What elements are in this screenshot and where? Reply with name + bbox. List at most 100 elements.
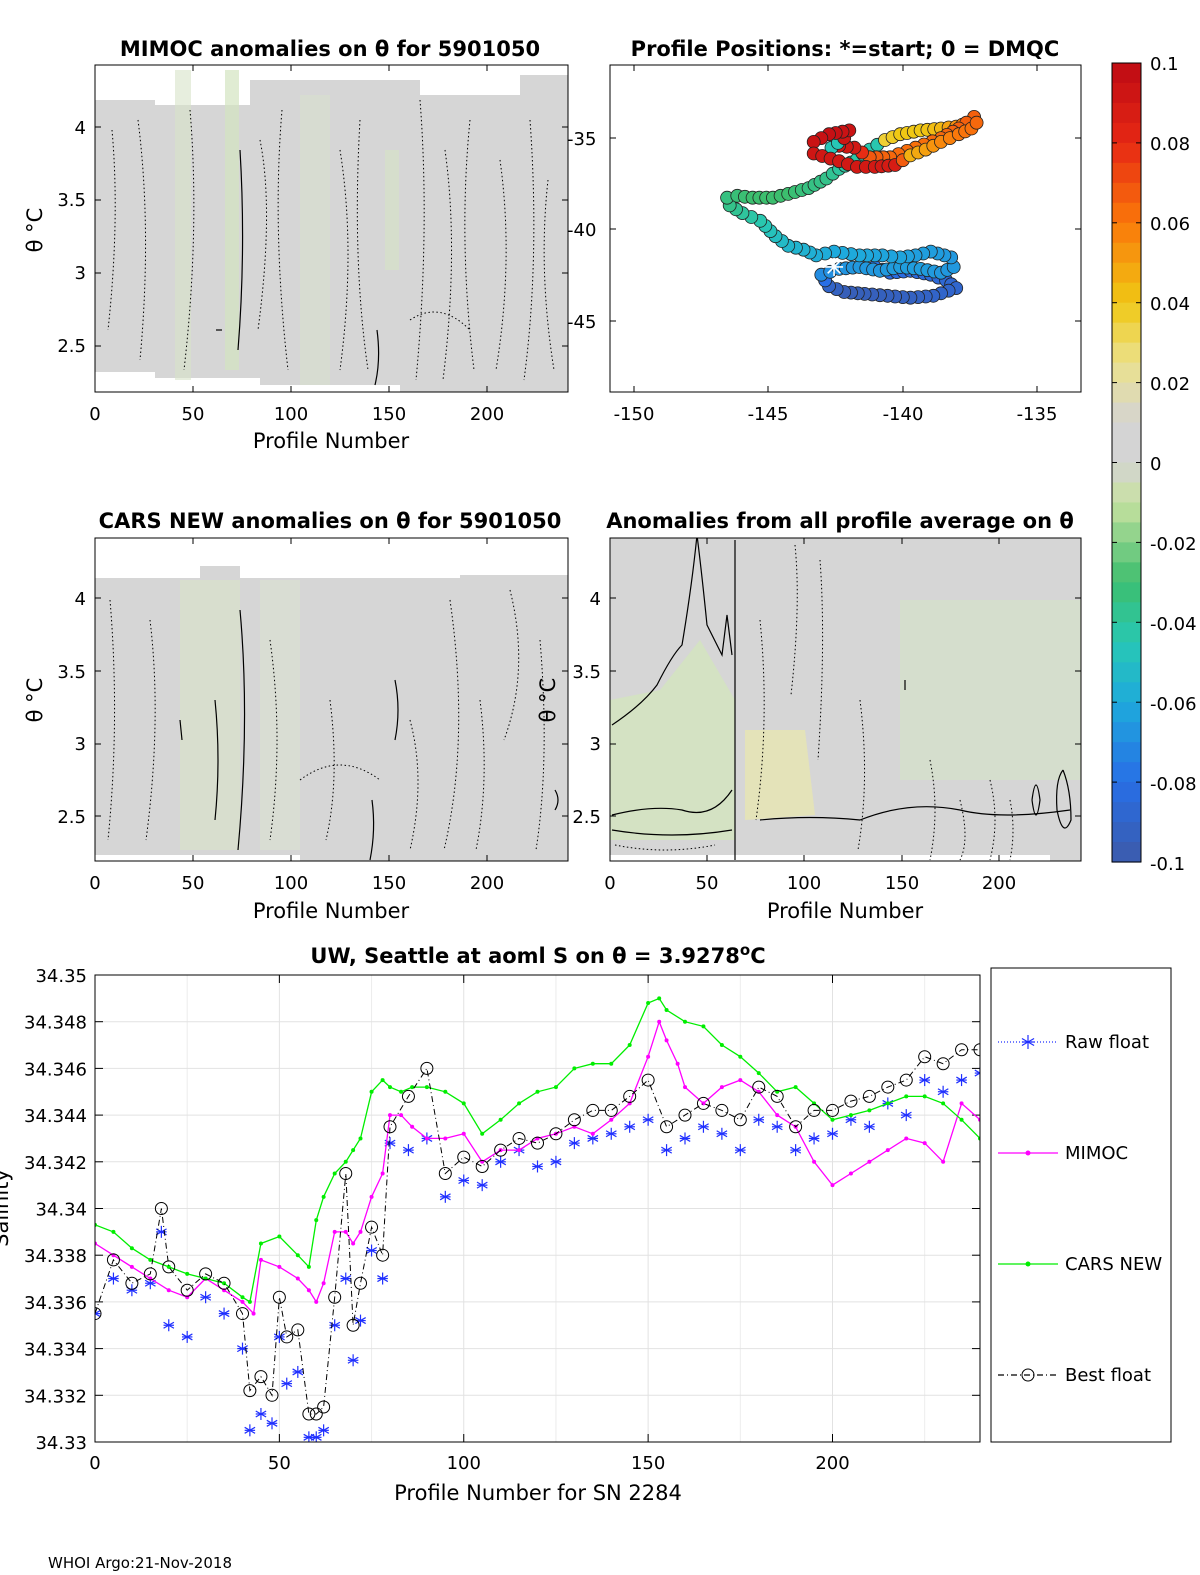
legend-label: MIMOC	[1065, 1143, 1128, 1164]
data-point	[605, 1127, 617, 1140]
data-point	[309, 1407, 323, 1421]
colorbar-swatch	[1112, 202, 1141, 224]
average-ytick: 2.5	[572, 807, 601, 828]
data-point	[974, 1067, 980, 1080]
data-point	[899, 1073, 913, 1087]
data-point	[339, 1166, 353, 1180]
colorbar-tick: -0.1	[1150, 854, 1185, 875]
data-point	[495, 1155, 507, 1168]
data-point	[959, 1117, 964, 1122]
data-point	[343, 1229, 348, 1234]
data-point	[808, 1132, 820, 1145]
data-point	[343, 1159, 348, 1164]
data-point	[604, 1103, 618, 1117]
data-point	[181, 1330, 193, 1343]
mimoc-xtick: 100	[274, 404, 308, 425]
data-point	[439, 1190, 451, 1203]
data-point	[531, 1136, 544, 1150]
data-point	[236, 1307, 249, 1321]
data-point	[458, 1174, 470, 1187]
profile-positions-panel	[609, 64, 1082, 393]
data-point	[553, 1085, 558, 1090]
data-point	[904, 1094, 909, 1099]
data-point	[756, 1071, 761, 1076]
y-tick-label: 34.33	[35, 1433, 87, 1454]
chart-series	[95, 996, 980, 1442]
average-xtick: 0	[604, 873, 615, 894]
data-point	[826, 1103, 839, 1117]
data-point	[661, 1144, 673, 1157]
data-point	[738, 1078, 743, 1083]
data-point	[719, 1085, 724, 1090]
mimoc-xtick: 0	[89, 404, 100, 425]
data-point	[265, 1388, 279, 1402]
series-line	[95, 1019, 980, 1316]
data-point	[641, 1073, 655, 1087]
footer-credit: WHOI Argo:21-Nov-2018	[48, 1554, 232, 1572]
data-point	[240, 1299, 245, 1304]
data-point	[734, 1144, 746, 1157]
cars-ytick: 2.5	[57, 807, 86, 828]
data-point	[715, 1103, 729, 1117]
data-point	[775, 1113, 780, 1118]
data-point	[354, 1276, 367, 1290]
data-point	[753, 1113, 765, 1126]
data-point	[292, 1365, 304, 1378]
data-point	[973, 1043, 980, 1057]
data-point	[217, 1276, 231, 1290]
data-point	[218, 1307, 230, 1320]
mimoc-title: MIMOC anomalies on θ for 5901050	[120, 37, 540, 61]
data-point	[624, 1120, 636, 1133]
colorbar-swatch	[1112, 282, 1141, 304]
colorbar-swatch	[1112, 742, 1141, 763]
data-point	[251, 1311, 256, 1316]
data-point	[789, 1120, 803, 1134]
colorbar-swatch	[1112, 582, 1141, 603]
data-point	[586, 1103, 600, 1117]
cars-xtick: 150	[372, 873, 406, 894]
average-anomaly-field	[610, 538, 1081, 861]
cars-xtick: 0	[89, 873, 100, 894]
data-point	[697, 1120, 709, 1133]
data-point	[180, 1283, 194, 1297]
data-point	[937, 1085, 949, 1098]
legend-label: Raw float	[1065, 1032, 1149, 1053]
colorbar-swatch	[1112, 762, 1141, 783]
x-tick-label: 150	[631, 1453, 665, 1474]
cars-ytick: 4	[75, 589, 86, 610]
data-point	[358, 1229, 363, 1234]
data-point	[166, 1288, 171, 1293]
series-cars-new	[95, 996, 980, 1304]
y-tick-label: 34.344	[24, 1106, 87, 1127]
data-point	[752, 1080, 766, 1094]
legend-entry: CARS NEW	[998, 1254, 1162, 1275]
data-point	[904, 1136, 909, 1141]
data-point	[125, 1276, 139, 1290]
data-point	[424, 1136, 429, 1141]
mimoc-xlabel: Profile Number	[253, 429, 410, 453]
colorbar	[1111, 62, 1142, 863]
data-point	[532, 1160, 543, 1173]
data-point	[129, 1264, 134, 1269]
data-point	[365, 1220, 379, 1234]
data-point	[770, 1089, 784, 1103]
data-point	[95, 1307, 101, 1320]
data-point	[318, 1424, 330, 1437]
colorbar-swatch	[1112, 602, 1141, 623]
legend-entry: MIMOC	[998, 1143, 1128, 1164]
data-point	[609, 1117, 614, 1122]
colorbar-swatch	[1112, 142, 1141, 164]
data-point	[383, 1120, 397, 1134]
data-point	[664, 1038, 669, 1043]
data-point	[143, 1267, 157, 1281]
start-marker	[825, 257, 844, 276]
data-point	[244, 1424, 256, 1437]
salinity-chart-title: UW, Seattle at aoml S on θ = 3.9278oC	[310, 941, 765, 968]
data-point	[646, 1054, 651, 1059]
data-point	[154, 1202, 168, 1215]
data-point	[457, 1150, 471, 1164]
data-point	[827, 1127, 838, 1140]
data-point	[919, 1074, 931, 1087]
data-point	[111, 1229, 116, 1234]
mimoc-anomaly-panel	[94, 64, 569, 393]
